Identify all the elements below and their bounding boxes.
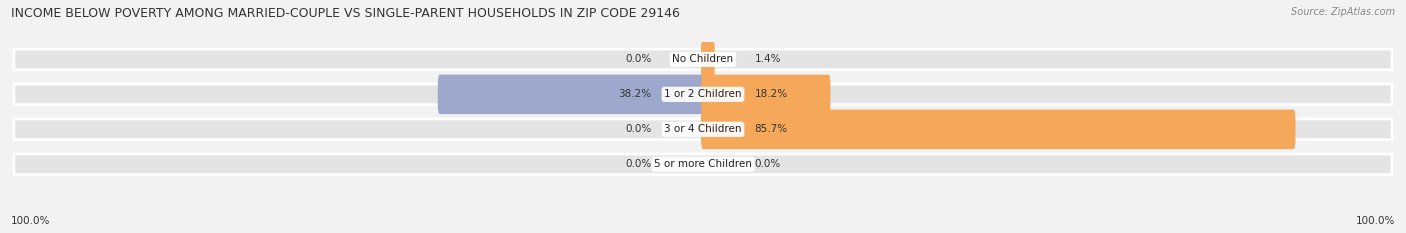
- Text: 38.2%: 38.2%: [619, 89, 651, 99]
- FancyBboxPatch shape: [14, 84, 1392, 105]
- Text: 3 or 4 Children: 3 or 4 Children: [664, 124, 742, 134]
- FancyBboxPatch shape: [14, 154, 1392, 175]
- Text: 85.7%: 85.7%: [755, 124, 787, 134]
- Text: 0.0%: 0.0%: [755, 159, 780, 169]
- Text: 100.0%: 100.0%: [11, 216, 51, 226]
- Text: No Children: No Children: [672, 55, 734, 64]
- FancyBboxPatch shape: [14, 49, 1392, 70]
- FancyBboxPatch shape: [702, 40, 714, 79]
- FancyBboxPatch shape: [702, 110, 1295, 149]
- Text: INCOME BELOW POVERTY AMONG MARRIED-COUPLE VS SINGLE-PARENT HOUSEHOLDS IN ZIP COD: INCOME BELOW POVERTY AMONG MARRIED-COUPL…: [11, 7, 681, 20]
- Text: 100.0%: 100.0%: [1355, 216, 1395, 226]
- Text: 5 or more Children: 5 or more Children: [654, 159, 752, 169]
- Text: 0.0%: 0.0%: [626, 124, 651, 134]
- Text: Source: ZipAtlas.com: Source: ZipAtlas.com: [1291, 7, 1395, 17]
- FancyBboxPatch shape: [437, 75, 704, 114]
- Text: 18.2%: 18.2%: [755, 89, 787, 99]
- Text: 1 or 2 Children: 1 or 2 Children: [664, 89, 742, 99]
- FancyBboxPatch shape: [702, 75, 831, 114]
- FancyBboxPatch shape: [14, 119, 1392, 140]
- Text: 0.0%: 0.0%: [626, 55, 651, 64]
- Text: 1.4%: 1.4%: [755, 55, 782, 64]
- Text: 0.0%: 0.0%: [626, 159, 651, 169]
